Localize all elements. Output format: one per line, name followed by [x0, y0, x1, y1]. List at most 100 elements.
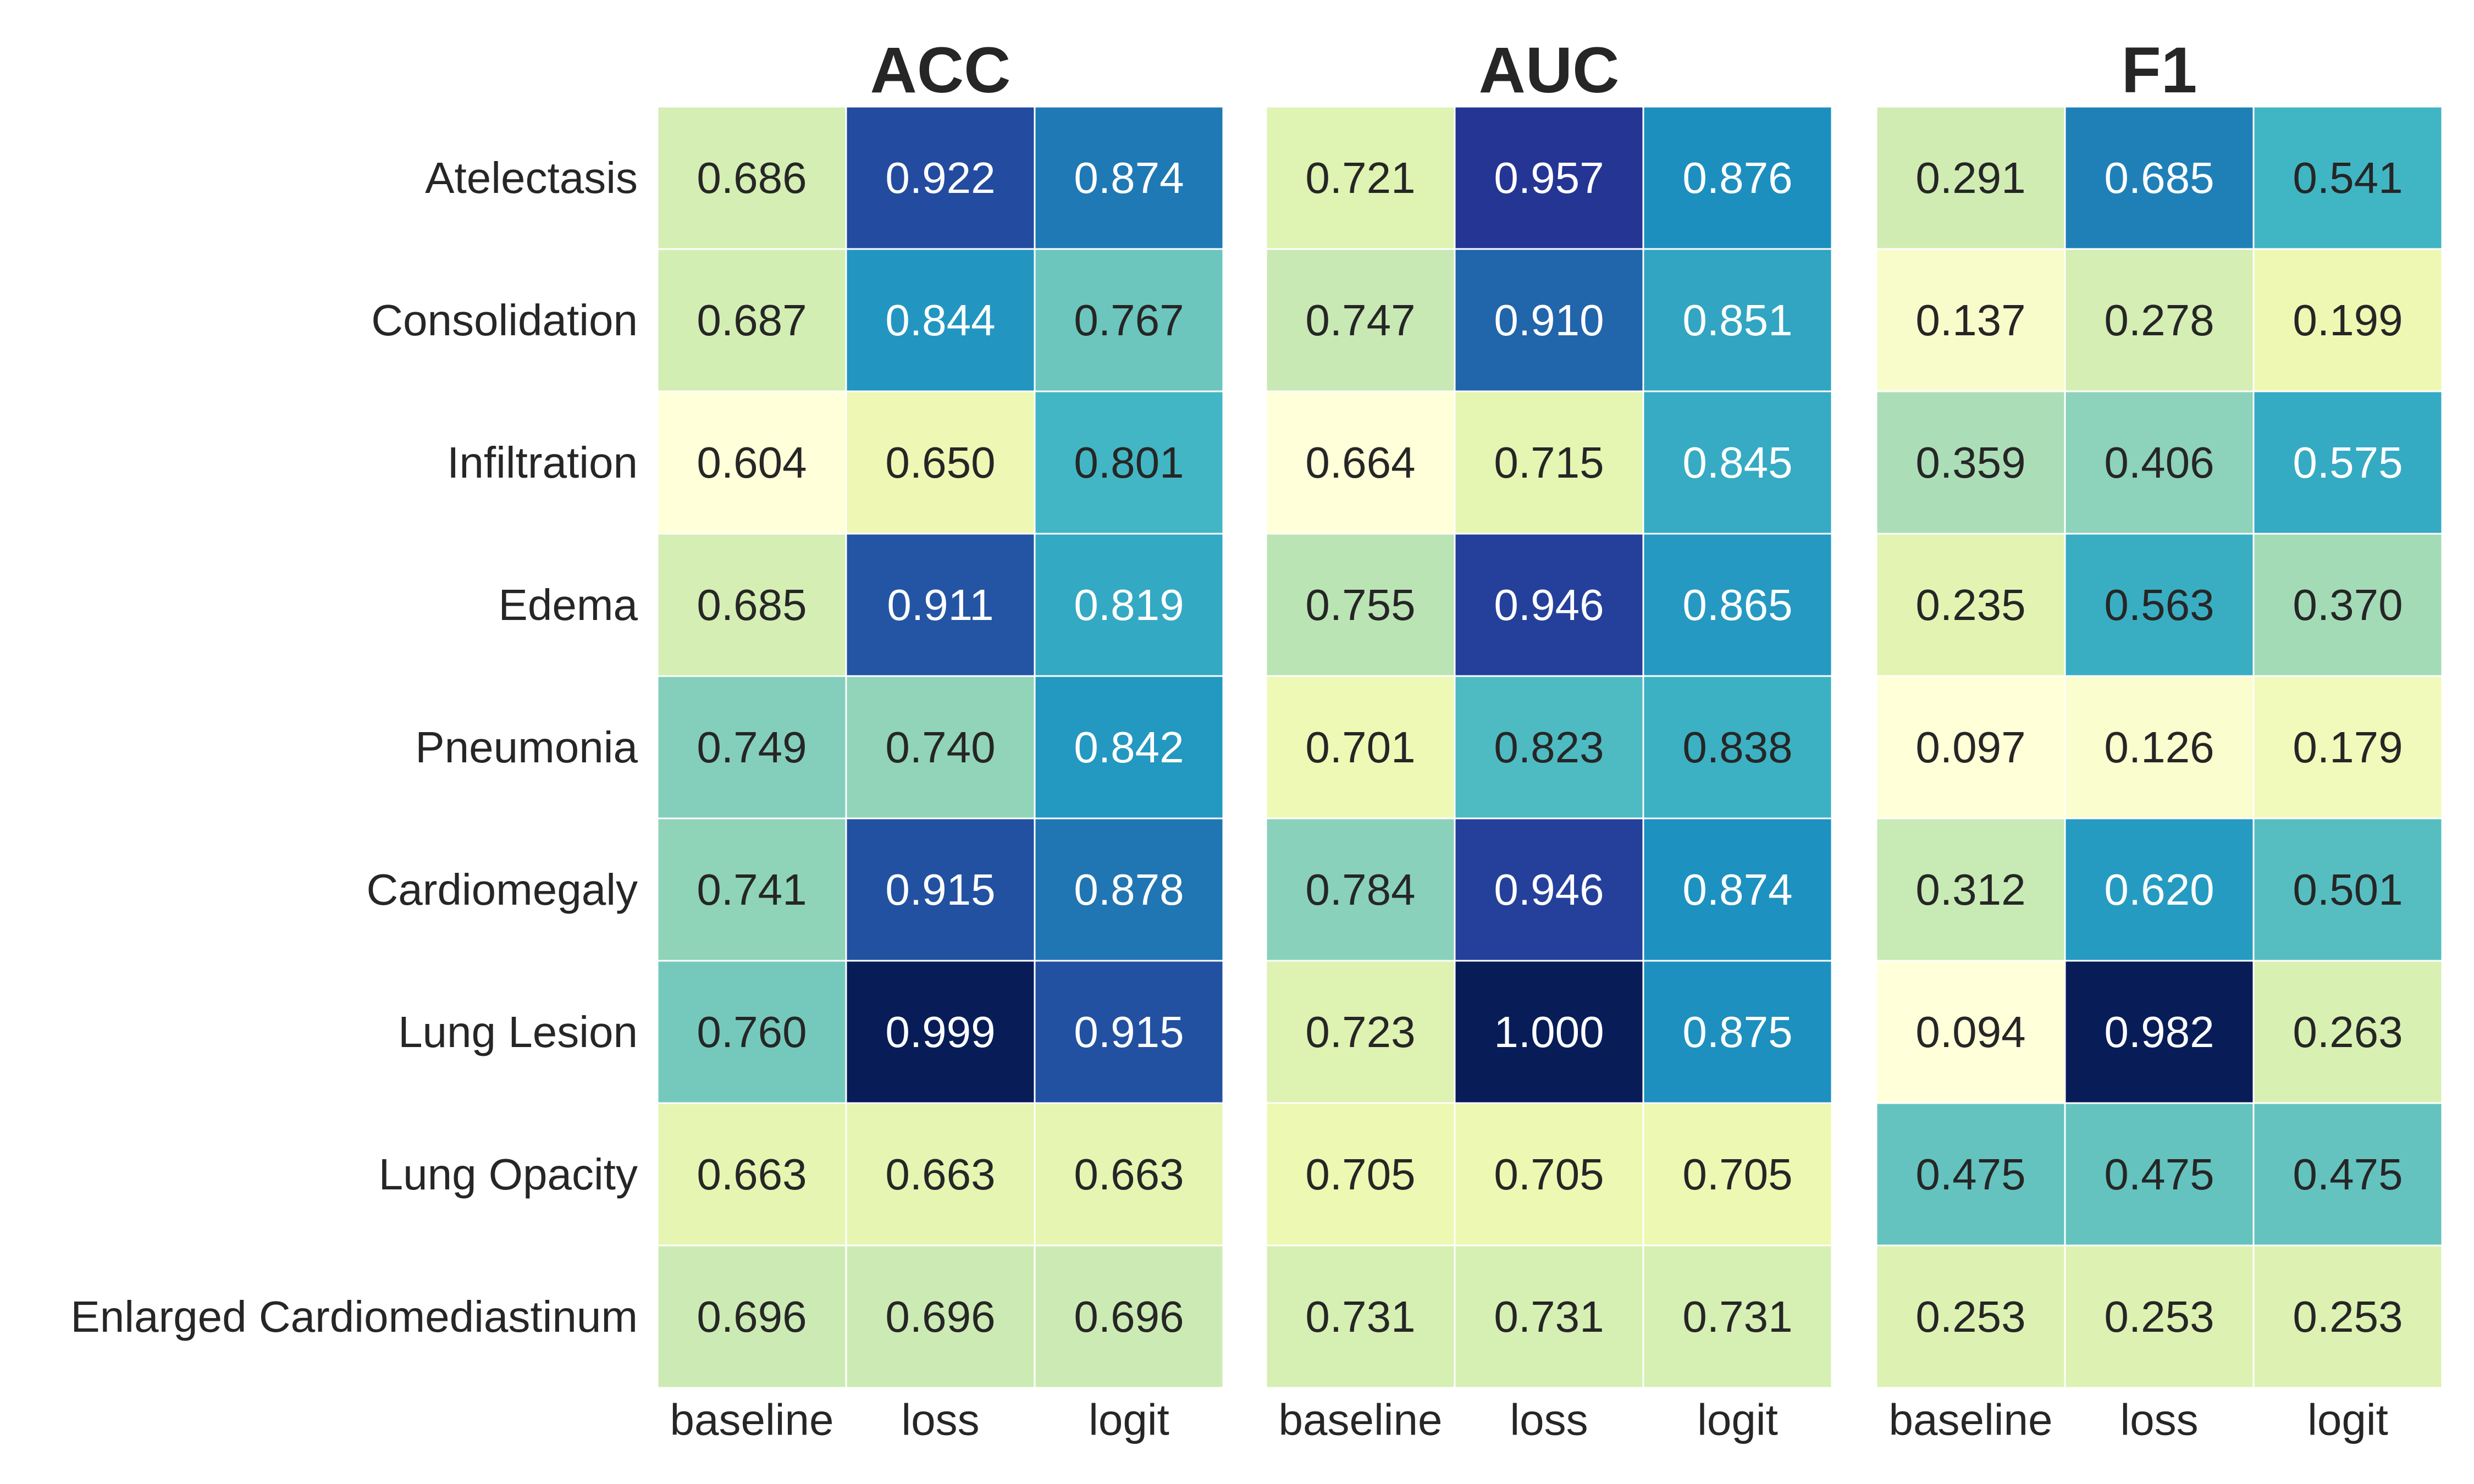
cell-value-label: 0.501: [2293, 865, 2403, 914]
cell-value-label: 0.705: [1494, 1150, 1604, 1199]
cell-value-label: 0.563: [2104, 580, 2214, 629]
heatmap-cell: [845, 675, 1036, 819]
heatmap-cell: [2252, 106, 2443, 250]
cell-value-label: 0.715: [1494, 438, 1604, 487]
cell-value-label: 0.664: [1305, 438, 1415, 487]
cell-value-label: 0.663: [697, 1150, 807, 1199]
heatmap-cell: [1454, 533, 1644, 677]
panel-title: AUC: [1479, 34, 1620, 107]
cell-value-label: 0.094: [1915, 1007, 2025, 1056]
cell-value-label: 0.865: [1682, 580, 1792, 629]
cell-value-label: 0.731: [1682, 1292, 1792, 1341]
heatmap-cell: [1265, 675, 1456, 819]
heatmap-cell: [1875, 1102, 2066, 1247]
cell-value-label: 0.760: [697, 1007, 807, 1056]
heatmap-panel: AUC 0.721 0.957 0.876 0.747 0.910 0.851 0.664 0.…: [1265, 34, 1833, 1444]
heatmap-cell: [1034, 817, 1224, 962]
heatmap-cell: [1875, 960, 2066, 1104]
cell-value-label: 0.878: [1074, 865, 1184, 914]
column-label: baseline: [670, 1396, 833, 1444]
cell-value-label: 0.915: [885, 865, 995, 914]
cell-value-label: 0.819: [1074, 580, 1184, 629]
cell-value-label: 0.946: [1494, 865, 1604, 914]
cell-value-label: 0.842: [1074, 723, 1184, 772]
heatmap-cell: [1875, 817, 2066, 962]
cell-value-label: 0.650: [885, 438, 995, 487]
heatmap-cell: [1034, 1102, 1224, 1247]
heatmap-cell: [1642, 390, 1833, 535]
cell-value-label: 0.685: [2104, 153, 2214, 202]
heatmap-cell: [1642, 533, 1833, 677]
cell-value-label: 0.199: [2293, 296, 2403, 345]
cell-value-label: 0.541: [2293, 153, 2403, 202]
heatmap-cell: [1034, 248, 1224, 392]
heatmap-panel: F1 0.291 0.685 0.541 0.137 0.278 0.199 0.359 0.4…: [1875, 34, 2443, 1444]
cell-value-label: 0.179: [2293, 723, 2403, 772]
cell-value-label: 0.253: [2104, 1292, 2214, 1341]
heatmap-cell: [1454, 960, 1644, 1104]
cell-value-label: 0.999: [885, 1007, 995, 1056]
column-label: logit: [1697, 1396, 1778, 1444]
cell-value-label: 0.876: [1682, 153, 1792, 202]
heatmap-cell: [1642, 106, 1833, 250]
heatmap-cell: [2252, 1244, 2443, 1389]
heatmap-cell: [2252, 817, 2443, 962]
heatmap-cell: [656, 817, 847, 962]
cell-value-label: 0.823: [1494, 723, 1604, 772]
cell-value-label: 0.982: [2104, 1007, 2214, 1056]
cell-value-label: 0.910: [1494, 296, 1604, 345]
cell-value-label: 0.740: [885, 723, 995, 772]
cell-value-label: 0.696: [1074, 1292, 1184, 1341]
cell-value-label: 0.723: [1305, 1007, 1415, 1056]
cell-value-label: 0.253: [1915, 1292, 2025, 1341]
row-label: Atelectasis: [425, 153, 638, 202]
heatmap-cell: [1642, 817, 1833, 962]
cell-value-label: 0.263: [2293, 1007, 2403, 1056]
heatmap-cell: [1034, 675, 1224, 819]
heatmap-cell: [1642, 675, 1833, 819]
cell-value-label: 0.875: [1682, 1007, 1792, 1056]
cell-value-label: 0.663: [1074, 1150, 1184, 1199]
heatmap-cell: [1265, 1102, 1456, 1247]
column-label: logit: [1089, 1396, 1169, 1444]
column-label: loss: [901, 1396, 979, 1444]
cell-value-label: 1.000: [1494, 1007, 1604, 1056]
heatmap-cell: [2252, 960, 2443, 1104]
heatmap-cell: [1265, 960, 1456, 1104]
row-label: Lung Lesion: [398, 1007, 638, 1056]
heatmap-cell: [845, 390, 1036, 535]
cell-value-label: 0.721: [1305, 153, 1415, 202]
cell-value-label: 0.575: [2293, 438, 2403, 487]
heatmap-cell: [1034, 106, 1224, 250]
cell-value-label: 0.915: [1074, 1007, 1184, 1056]
heatmap-cell: [845, 1102, 1036, 1247]
panel-title: F1: [2122, 34, 2197, 107]
cell-value-label: 0.741: [697, 865, 807, 914]
cell-value-label: 0.663: [885, 1150, 995, 1199]
heatmap-cell: [656, 675, 847, 819]
heatmap-cell: [1875, 390, 2066, 535]
heatmap-cell: [1454, 106, 1644, 250]
column-label: baseline: [1278, 1396, 1442, 1444]
heatmap-cell: [1265, 106, 1456, 250]
cell-value-label: 0.604: [697, 438, 807, 487]
heatmap-cell: [2064, 960, 2255, 1104]
cell-value-label: 0.844: [885, 296, 995, 345]
heatmap-cell: [656, 1244, 847, 1389]
row-label: Edema: [499, 580, 638, 629]
heatmap-cell: [2252, 533, 2443, 677]
heatmap-cell: [1875, 533, 2066, 677]
heatmap-cell: [2064, 106, 2255, 250]
column-label: loss: [2120, 1396, 2198, 1444]
cell-value-label: 0.747: [1305, 296, 1415, 345]
heatmap-cell: [1642, 248, 1833, 392]
cell-value-label: 0.801: [1074, 438, 1184, 487]
cell-value-label: 0.845: [1682, 438, 1792, 487]
heatmap-cell: [1454, 390, 1644, 535]
cell-value-label: 0.874: [1074, 153, 1184, 202]
cell-value-label: 0.696: [885, 1292, 995, 1341]
heatmap-cell: [1454, 1244, 1644, 1389]
heatmap-cell: [1875, 106, 2066, 250]
